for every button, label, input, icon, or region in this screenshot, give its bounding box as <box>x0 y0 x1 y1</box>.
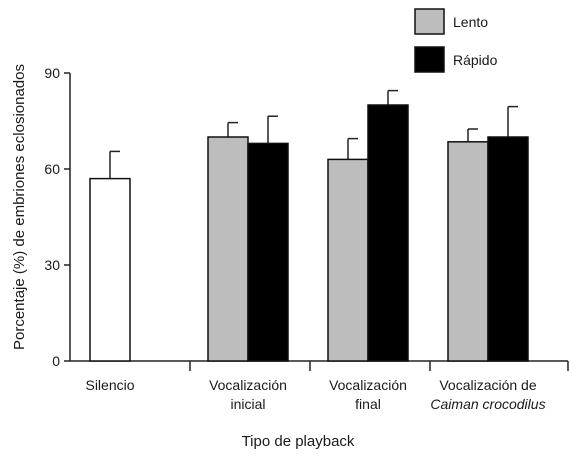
bar-silencio <box>89 177 131 362</box>
bar-lento <box>207 136 249 362</box>
category-label: Vocalización <box>329 377 407 393</box>
bar-rpido <box>247 142 289 362</box>
legend-label: Rápido <box>453 52 498 68</box>
legend-label: Lento <box>453 14 488 30</box>
legend-swatch <box>414 8 445 35</box>
category-label: Caiman crocodilus <box>430 396 545 412</box>
y-tick-label: 30 <box>44 257 60 273</box>
category-labels: Silencio Vocalización inicial Vocalización f… <box>85 377 545 412</box>
bar-lento <box>447 141 489 362</box>
category-label: Silencio <box>85 377 134 393</box>
bar-lento <box>327 158 369 362</box>
y-tick-label: 60 <box>44 161 60 177</box>
bars <box>89 89 529 362</box>
legend: Lento Rápido <box>414 8 498 73</box>
y-tick-label: 90 <box>44 65 60 81</box>
x-axis-title: Tipo de playback <box>242 433 355 450</box>
y-axis-title: Porcentaje (%) de embriones eclosionados <box>11 64 28 350</box>
y-tick-label: 0 <box>52 353 60 369</box>
category-label: Vocalización de <box>439 377 537 393</box>
bar-rpido <box>487 136 529 362</box>
category-label: inicial <box>230 396 265 412</box>
category-label: final <box>355 396 381 412</box>
category-label: Vocalización <box>209 377 287 393</box>
legend-swatch <box>414 46 445 73</box>
bar-rpido <box>367 104 409 362</box>
